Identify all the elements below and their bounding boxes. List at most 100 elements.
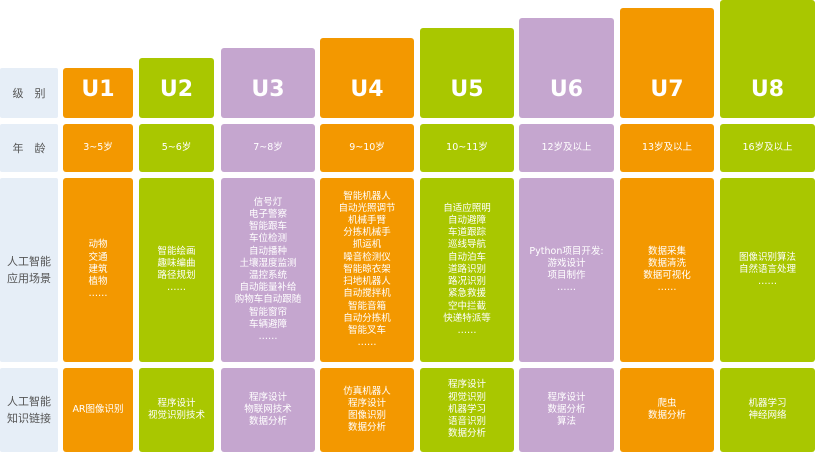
- scenes-cell: 图像识别算法 自然语言处理……: [720, 178, 815, 362]
- scene-item: 电子警察: [248, 208, 287, 220]
- link-item: AR图像识别: [72, 403, 124, 415]
- level-name: U3: [251, 77, 285, 102]
- scene-item: 快递特派等: [443, 312, 491, 324]
- scene-item: 空中拦截: [447, 300, 486, 312]
- link-item: 物联网技术: [244, 403, 292, 415]
- level-name: U7: [650, 77, 684, 102]
- scenes-cell: 自适应照明 自动避障 车道跟踪 巡线导航 自动泊车 道路识别 路况识别 紧急救援 空中拦截 快递特…: [420, 178, 514, 362]
- scene-item: Python项目开发:: [529, 245, 604, 257]
- row-label-scenes: 人工智能 应用场景: [0, 178, 58, 362]
- links-cell: AR图像识别: [63, 368, 133, 452]
- links-cell: 机器学习 神经网络: [720, 368, 815, 452]
- level-name: U1: [81, 77, 115, 102]
- links-cell: 程序设计 物联网技术 数据分析: [221, 368, 315, 452]
- age-cell: 7~8岁: [221, 124, 315, 172]
- label-text: 人工智能: [7, 255, 51, 268]
- level-name: U6: [549, 77, 584, 102]
- scene-item: 智能音箱: [347, 300, 386, 312]
- scene-item: 数据可视化: [643, 270, 691, 281]
- scene-item: 噪音检测仪: [343, 251, 391, 263]
- age-text: 12岁及以上: [541, 141, 592, 153]
- level-header: U1: [63, 68, 133, 118]
- scene-item: 温控系统: [248, 270, 287, 281]
- scene-item: 智能晾衣架: [343, 263, 391, 275]
- scenes-cell: 智能机器人 自动光照调节 机械手臂 分拣机械手 抓运机 噪音检测仪 智能晾衣架 扫地机器人 自动…: [320, 178, 414, 362]
- scene-item: 自动搅拌机: [343, 288, 391, 300]
- scene-item: 自动泊车: [447, 251, 486, 263]
- level-header: U2: [139, 58, 214, 118]
- scene-item: 自动光照调节: [338, 202, 396, 214]
- link-item: 数据分析: [347, 422, 386, 434]
- level-name: U5: [450, 77, 484, 102]
- scene-item: 自动播种: [248, 245, 287, 257]
- link-item: 视觉识别: [447, 391, 486, 403]
- scene-item: 机械手臂: [347, 215, 386, 227]
- age-text: 9~10岁: [349, 141, 385, 153]
- scenes-cell: 信号灯 电子警察 智能跟车 车位检测 自动播种 土壤湿度监测 温控系统 自动能量补给 购物车自动…: [221, 178, 315, 362]
- scene-item: 自动能量补给: [239, 282, 297, 294]
- links-cell: 仿真机器人 程序设计 图像识别 数据分析: [320, 368, 414, 452]
- scene-item: 植物: [88, 276, 108, 288]
- scene-item: 抓运机: [352, 239, 382, 251]
- scene-item: 建筑: [88, 263, 108, 275]
- link-item: 机器学习: [748, 397, 787, 409]
- scene-item: ……: [557, 282, 576, 294]
- scene-item: ……: [657, 282, 677, 294]
- link-item: 视觉识别技术: [147, 410, 205, 421]
- scene-item: 智能绘画: [157, 245, 196, 257]
- label-text: 年 龄: [12, 141, 46, 155]
- scene-item: 智能叉车: [347, 324, 386, 336]
- scene-item: 车辆避障: [248, 318, 287, 330]
- scene-item: 动物: [88, 239, 108, 251]
- link-item: 程序设计: [547, 391, 586, 403]
- scene-item: 趣味编曲: [157, 257, 196, 269]
- link-item: 语音识别: [447, 416, 486, 428]
- scene-item: 自动分拣机: [343, 312, 391, 324]
- age-text: 5~6岁: [161, 141, 192, 153]
- link-item: 数据分析: [447, 428, 486, 440]
- scene-item: 紧急救援: [447, 288, 486, 300]
- scene-item: ……: [457, 324, 477, 336]
- scene-item: 土壤湿度监测: [239, 257, 297, 269]
- level-name: U4: [350, 77, 384, 102]
- scene-item: 车位检测: [248, 233, 287, 245]
- scene-item: ……: [758, 276, 777, 288]
- scene-item: 项目制作: [547, 270, 586, 281]
- scene-item: 图像识别算法: [738, 251, 796, 263]
- scene-item: 分拣机械手: [343, 227, 391, 239]
- age-cell: 9~10岁: [320, 124, 414, 172]
- link-item: 程序设计: [248, 391, 287, 403]
- scene-item: 路况识别: [447, 276, 486, 288]
- scene-item: ……: [88, 288, 108, 300]
- scene-item: 自动避障: [447, 215, 486, 227]
- age-text: 13岁及以上: [641, 141, 693, 153]
- age-text: 3~5岁: [83, 141, 113, 153]
- scenes-cell: 动物 交通 建筑 植物……: [63, 178, 133, 362]
- label-text: 应用场景: [7, 272, 51, 285]
- level-header: U3: [221, 48, 315, 118]
- scene-item: ……: [167, 282, 186, 294]
- links-cell: 程序设计 视觉识别技术: [139, 368, 214, 452]
- link-item: 算法: [556, 416, 576, 428]
- scene-item: 游戏设计: [547, 257, 586, 269]
- links-cell: 程序设计 数据分析 算法: [519, 368, 614, 452]
- link-item: 程序设计: [447, 379, 486, 391]
- scene-item: ……: [357, 337, 377, 349]
- scene-item: 数据清洗: [647, 257, 686, 269]
- scene-item: 车道跟踪: [447, 227, 486, 239]
- level-header: U5: [420, 28, 514, 118]
- row-label-level: 级 别: [0, 68, 58, 118]
- row-label-links: 人工智能 知识链接: [0, 368, 58, 452]
- age-cell: 3~5岁: [63, 124, 133, 172]
- age-cell: 12岁及以上: [519, 124, 614, 172]
- age-cell: 13岁及以上: [620, 124, 714, 172]
- age-cell: 10~11岁: [420, 124, 514, 172]
- age-text: 16岁及以上: [742, 141, 793, 153]
- link-item: 数据分析: [647, 410, 686, 421]
- level-header: U4: [320, 38, 414, 118]
- scene-item: 道路识别: [447, 263, 486, 275]
- scene-item: 购物车自动跟随: [234, 294, 302, 306]
- scene-item: 自然语言处理: [738, 263, 796, 275]
- scene-item: 路径规划: [157, 270, 196, 281]
- link-item: 图像识别: [347, 410, 386, 421]
